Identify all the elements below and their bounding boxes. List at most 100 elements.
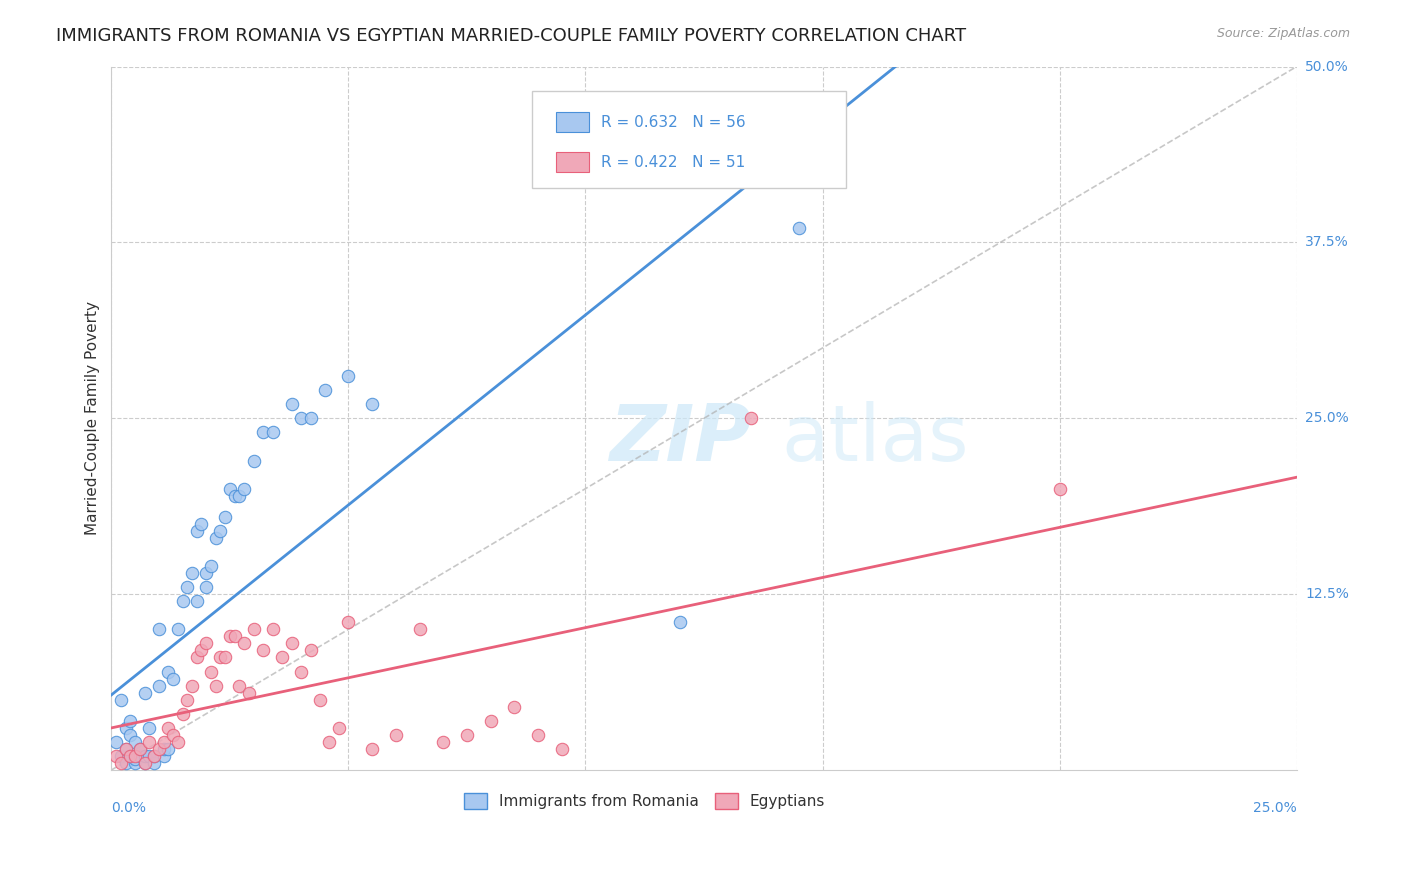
Point [134, 756, 156, 770]
Point [252, 425, 274, 440]
Text: R = 0.632   N = 56: R = 0.632 N = 56 [600, 115, 745, 129]
Point [1049, 482, 1071, 496]
Text: IMMIGRANTS FROM ROMANIA VS EGYPTIAN MARRIED-COUPLE FAMILY POVERTY CORRELATION CH: IMMIGRANTS FROM ROMANIA VS EGYPTIAN MARR… [56, 27, 966, 45]
Text: Source: ZipAtlas.com: Source: ZipAtlas.com [1216, 27, 1350, 40]
Point [290, 665, 312, 679]
Point [138, 735, 160, 749]
Point [242, 453, 264, 467]
Point [162, 672, 184, 686]
Point [503, 699, 526, 714]
Point [128, 742, 150, 756]
Text: atlas: atlas [782, 401, 969, 477]
Point [143, 748, 166, 763]
Point [176, 580, 198, 594]
Point [252, 643, 274, 657]
Point [238, 685, 260, 699]
Point [214, 509, 236, 524]
Point [337, 615, 360, 630]
Point [195, 566, 218, 580]
Point [181, 679, 204, 693]
Point [143, 756, 166, 770]
Point [157, 721, 180, 735]
Point [527, 728, 550, 742]
Point [172, 706, 194, 721]
Point [105, 735, 128, 749]
Point [166, 623, 188, 637]
Text: 25.0%: 25.0% [1253, 800, 1296, 814]
Point [290, 411, 312, 425]
Point [186, 524, 208, 538]
Point [148, 623, 170, 637]
Point [408, 623, 430, 637]
Point [134, 756, 156, 770]
Point [280, 397, 302, 411]
Point [110, 756, 132, 770]
Point [124, 756, 146, 770]
Point [242, 623, 264, 637]
Point [152, 748, 174, 763]
Point [314, 383, 336, 397]
Point [134, 685, 156, 699]
Point [176, 692, 198, 706]
Text: R = 0.422   N = 51: R = 0.422 N = 51 [600, 155, 745, 169]
Point [262, 623, 284, 637]
FancyBboxPatch shape [555, 153, 589, 172]
Point [337, 369, 360, 384]
Point [669, 615, 692, 630]
Point [200, 665, 222, 679]
Point [114, 756, 136, 770]
Point [162, 728, 184, 742]
Point [120, 748, 142, 763]
Point [432, 735, 454, 749]
Point [224, 489, 246, 503]
Point [152, 735, 174, 749]
Point [271, 650, 294, 665]
Point [143, 748, 166, 763]
Point [114, 721, 136, 735]
Point [233, 636, 256, 650]
Text: 37.5%: 37.5% [1305, 235, 1348, 250]
Point [105, 748, 128, 763]
Point [204, 679, 226, 693]
Point [195, 636, 218, 650]
Point [195, 580, 218, 594]
Point [479, 714, 502, 728]
Point [181, 566, 204, 580]
Point [787, 221, 810, 235]
Point [172, 594, 194, 608]
Point [299, 643, 322, 657]
Point [114, 742, 136, 756]
Point [138, 721, 160, 735]
FancyBboxPatch shape [555, 112, 589, 132]
Text: 50.0%: 50.0% [1305, 60, 1348, 74]
Point [157, 742, 180, 756]
Point [204, 531, 226, 545]
Point [262, 425, 284, 440]
Point [280, 636, 302, 650]
Point [740, 411, 762, 425]
Point [385, 728, 408, 742]
Point [361, 742, 384, 756]
Point [200, 559, 222, 574]
Point [190, 643, 212, 657]
Text: ZIP: ZIP [609, 401, 751, 477]
Point [228, 489, 250, 503]
Point [309, 692, 332, 706]
Point [134, 748, 156, 763]
Point [157, 665, 180, 679]
Point [456, 728, 478, 742]
Point [120, 714, 142, 728]
Point [110, 692, 132, 706]
Text: 25.0%: 25.0% [1305, 411, 1348, 425]
Point [233, 482, 256, 496]
Point [148, 679, 170, 693]
Point [152, 742, 174, 756]
Point [138, 748, 160, 763]
Point [224, 629, 246, 643]
Point [166, 735, 188, 749]
Point [148, 742, 170, 756]
Point [228, 679, 250, 693]
Point [328, 721, 350, 735]
Point [124, 735, 146, 749]
Point [120, 728, 142, 742]
